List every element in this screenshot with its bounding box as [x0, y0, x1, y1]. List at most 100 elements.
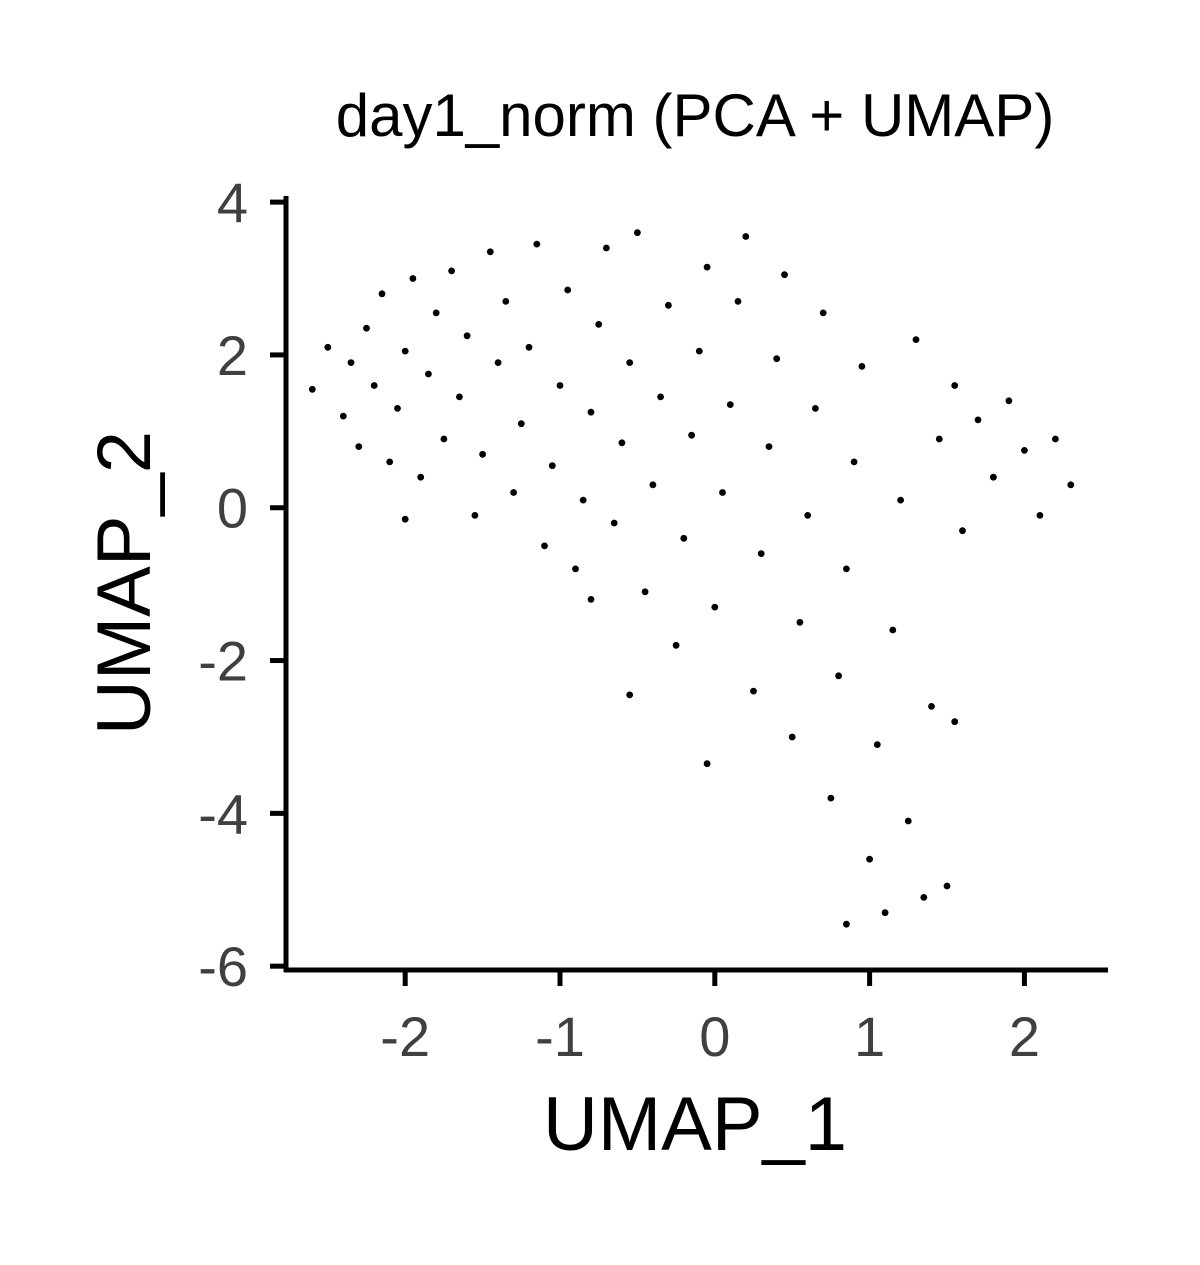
scatter-point: [517, 420, 525, 428]
scatter-point: [788, 733, 796, 741]
scatter-point: [881, 909, 889, 917]
x-tick-label: -1: [535, 1005, 585, 1068]
scatter-point: [308, 385, 316, 393]
scatter-point: [603, 244, 610, 252]
y-tick-label: -2: [198, 630, 248, 693]
scatter-point: [456, 393, 463, 401]
scatter-point: [781, 271, 788, 279]
scatter-point: [378, 290, 386, 298]
scatter-point: [928, 703, 935, 710]
x-tick-label: 0: [699, 1005, 730, 1068]
scatter-point: [556, 382, 564, 389]
scatter-point: [471, 512, 479, 519]
scatter-point: [750, 687, 757, 695]
scatter-point: [920, 894, 928, 901]
scatter-point: [463, 332, 471, 340]
scatter-point: [525, 343, 533, 351]
chart-title: day1_norm (PCA + UMAP): [336, 82, 1055, 149]
scatter-point: [626, 359, 634, 366]
scatter-point: [695, 347, 703, 355]
scatter-point: [665, 301, 672, 309]
scatter-point: [889, 626, 897, 634]
scatter-point: [796, 618, 804, 626]
scatter-point: [819, 309, 827, 317]
scatter-point: [1036, 512, 1044, 519]
scatter-point: [943, 882, 951, 890]
scatter-point: [850, 458, 858, 466]
scatter-point: [370, 382, 378, 389]
scatter-point: [672, 641, 680, 649]
scatter-point: [432, 309, 440, 317]
scatter-point: [773, 355, 781, 363]
scatter-point: [1052, 435, 1059, 443]
scatter-point: [409, 275, 417, 282]
axes-layer: -2 -1 0 1 2 -6 -4 -2 0 2 4: [198, 171, 1108, 1068]
scatter-point: [479, 450, 486, 458]
x-tick-label: -2: [380, 1005, 430, 1068]
scatter-point: [417, 473, 425, 481]
scatter-point: [587, 408, 595, 416]
scatter-point: [866, 855, 873, 863]
scatter-point: [935, 435, 943, 443]
scatter-point: [401, 347, 409, 355]
scatter-point: [649, 481, 657, 489]
scatter-point: [835, 672, 842, 680]
x-tick-label: 1: [854, 1005, 885, 1068]
scatter-point: [401, 515, 409, 523]
scatter-point: [564, 286, 572, 294]
y-tick-label: 0: [217, 477, 248, 540]
scatter-point: [394, 405, 401, 412]
scatter-point: [742, 233, 750, 240]
scatter-point: [757, 550, 765, 557]
points-layer: [308, 229, 1075, 928]
scatter-point: [951, 382, 959, 389]
scatter-point: [974, 416, 982, 424]
scatter-point: [587, 596, 595, 603]
scatter-point: [572, 565, 579, 573]
y-tick-label: 2: [217, 324, 248, 387]
scatter-point: [959, 527, 966, 535]
scatter-point: [363, 324, 370, 332]
scatter-point: [541, 542, 548, 550]
scatter-point: [339, 412, 347, 420]
scatter-point: [703, 760, 711, 768]
scatter-point: [858, 363, 866, 370]
scatter-point: [990, 473, 997, 481]
scatter-point: [843, 920, 850, 928]
scatter-point: [425, 370, 432, 378]
y-tick-label: -4: [198, 782, 248, 845]
scatter-point: [827, 794, 835, 802]
scatter-point: [904, 817, 912, 825]
scatter-point: [873, 741, 881, 748]
scatter-point: [533, 240, 541, 248]
scatter-point: [1021, 447, 1028, 454]
scatter-point: [634, 229, 641, 237]
scatter-point: [618, 439, 626, 447]
scatter-point: [703, 263, 711, 271]
scatter-point: [843, 565, 850, 573]
scatter-point: [579, 496, 587, 504]
scatter-point: [494, 359, 502, 366]
scatter-point: [324, 343, 332, 351]
scatter-point: [912, 336, 920, 343]
scatter-point: [680, 534, 688, 542]
scatter-point: [1067, 481, 1075, 489]
x-tick-label: 2: [1009, 1005, 1040, 1068]
scatter-point: [804, 512, 812, 519]
scatter-point: [711, 603, 719, 611]
scatter-point: [595, 321, 603, 328]
scatter-point: [951, 718, 959, 726]
scatter-point: [657, 393, 664, 401]
scatter-point: [812, 405, 819, 412]
scatter-point: [448, 267, 455, 275]
y-axis-title: UMAP_2: [82, 431, 167, 735]
scatter-point: [548, 462, 556, 470]
scatter-point: [719, 489, 726, 496]
scatter-point: [897, 496, 904, 504]
scatter-point: [355, 443, 363, 450]
scatter-point: [1005, 397, 1013, 405]
scatter-point: [765, 443, 773, 450]
scatter-point: [386, 458, 394, 466]
